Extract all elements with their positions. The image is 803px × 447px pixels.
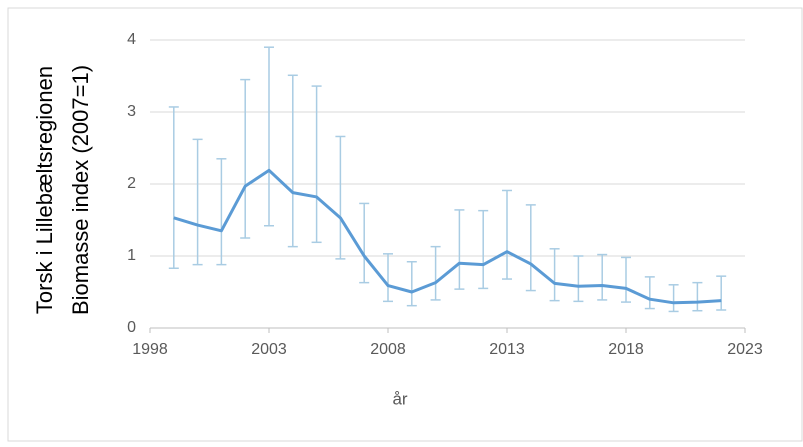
x-tick-label: 2018 [608,341,644,358]
error-bar [716,275,727,311]
x-tick-label: 1998 [132,341,168,358]
error-bar [525,204,536,292]
error-bar [597,253,608,301]
error-bar [192,138,203,266]
error-bar [216,158,227,266]
error-bar [383,253,393,303]
error-bar [264,46,274,227]
x-tick-label: 2008 [370,341,406,358]
error-bar [359,202,370,284]
x-tick-label: 2003 [251,341,287,358]
x-tick-label: 2013 [489,341,525,358]
y-tick-label: 0 [127,319,136,336]
error-bar [478,209,489,290]
error-bar [621,256,631,303]
y-axis-label: Biomasse index (2007=1) [68,65,93,315]
y-axis-label: Torsk i Lillebæltsregionen [32,66,57,314]
y-tick-label: 3 [127,103,136,120]
error-bar [644,276,655,310]
chart-frame [7,7,803,442]
error-bar [692,281,703,312]
error-bar [502,189,512,280]
error-bar [668,284,679,313]
y-tick-label: 1 [127,247,136,264]
data-line [173,168,722,305]
x-tick-label: 2023 [727,341,763,358]
x-axis-label: år [392,389,407,408]
y-tick-label: 2 [127,175,136,192]
error-bar [430,245,441,301]
error-bar [406,261,417,307]
error-bar [240,78,251,239]
error-bar [454,209,465,290]
error-bar [287,74,298,248]
error-bar [573,255,584,303]
error-bar [335,135,346,260]
y-tick-label: 4 [127,31,136,48]
error-bar [549,248,560,302]
error-bar [168,106,179,269]
error-bar [311,85,322,244]
